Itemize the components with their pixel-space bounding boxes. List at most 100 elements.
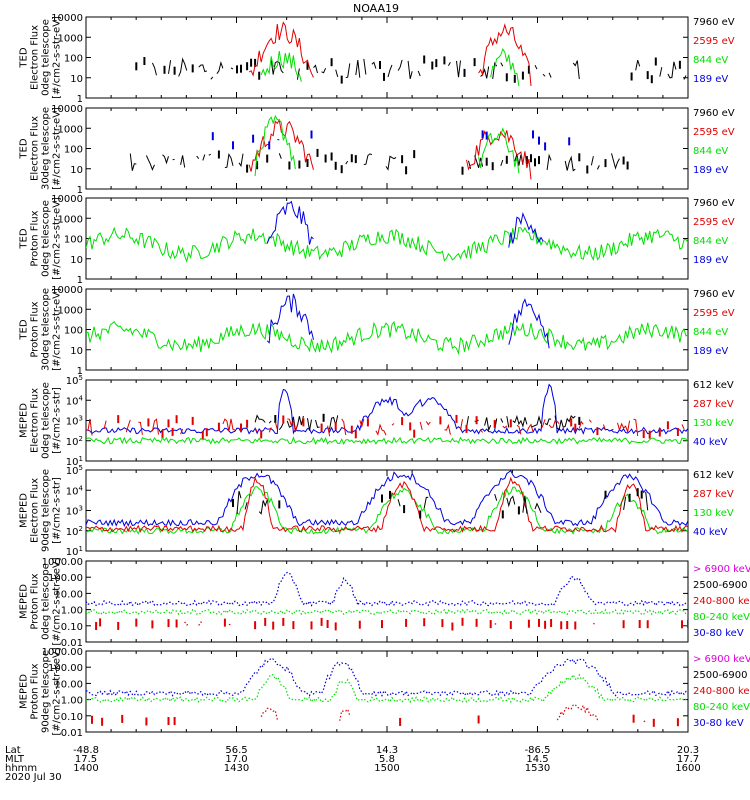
legend-entry: 2595 eV [693,127,735,138]
series-line-red [184,621,189,626]
series-mark-red [648,430,651,439]
series-group [86,571,688,631]
legend: 7960 eV 2595 eV 844 eV 189 eV [693,198,735,266]
series-line-black [564,155,576,172]
y-axis-label: TEDProton Flux0deg telescope[#/cm2-s-str… [19,197,63,280]
series-mark-red [167,619,170,628]
series-line-black [611,153,620,170]
series-mark-blue [538,136,540,145]
series-line-green [478,127,520,174]
series-mark-blue [232,141,234,150]
series-line-black [210,76,214,80]
series-group [86,200,688,263]
y-tick-label: 1000 [58,214,83,225]
series-mark-red [167,717,170,725]
series-line-black [492,61,498,79]
series-line-black [236,490,242,514]
series-line-black [659,67,663,77]
series-mark-black [217,150,220,159]
series-line-black [590,156,594,166]
series-line-black [129,153,137,171]
legend: 612 keV 287 keV 130 keV 40 keV [693,470,734,538]
y-tick-label: 1000.00 [42,647,83,658]
series-mark-red [161,430,164,439]
legend-entry: 7960 eV [693,198,735,209]
series-line-black [307,418,312,431]
series-group [129,114,629,180]
series-mark-black [521,71,524,80]
time-axis-value: 1400 [73,763,98,774]
y-tick-label: 100 [64,145,83,156]
series-mark-red [465,424,468,433]
series-line-black [500,159,504,166]
series-mark-red [493,419,496,428]
series-line-black [635,59,641,71]
series-mark-blue [268,141,271,150]
legend-entry: 40 keV [693,437,727,448]
series-line-black [512,414,528,428]
y-tick-label: 102 [66,525,83,538]
series-mark-black [534,158,536,167]
series-mark-red [676,428,679,436]
series-line-black [387,64,393,78]
series-mark-red [223,618,226,627]
series-mark-red [423,618,426,627]
series-mark-black [256,161,259,170]
series-mark-red [334,422,337,431]
series-line-red [466,130,532,180]
series-mark-red [173,717,176,725]
series-line-black [216,60,224,74]
series-line-red [248,21,314,78]
series-mark-black [435,59,438,68]
series-mark-black [654,57,657,66]
series-mark-blue [568,137,571,146]
series-mark-red [381,620,383,629]
legend-entry: > 6900 keV [693,564,750,575]
legend-entry: 240-800 ke [693,596,750,607]
series-line-red [602,424,606,431]
series-mark-red [240,423,242,432]
series-line-red [444,423,451,435]
series-line-red [617,420,631,434]
legend: 7960 eV 2595 eV 844 eV 189 eV [693,289,735,357]
series-mark-black [640,490,643,499]
series-mark-red [455,414,458,423]
series-line-red [254,427,258,433]
time-axis-value: 17.5 [75,754,97,765]
series-mark-black [527,65,530,74]
y-tick-label: 1 [77,275,83,286]
legend-entry: 7960 eV [693,108,735,119]
series-line-red [248,118,314,172]
series-line-black [484,417,492,432]
series-mark-black [423,55,426,64]
series-mark-red [354,430,357,439]
series-line-black [522,495,528,514]
time-axis-value: -48.8 [73,745,99,756]
series-line-black [286,415,304,433]
series-mark-black [650,75,653,84]
legend: > 6900 keV 2500-6900 240-800 ke 80-240 keV 3… [693,564,750,639]
series-line-black [572,60,580,80]
series-line-black [145,155,155,171]
series-mark-red [574,423,577,432]
series-line-black [371,61,377,69]
series-mark-black [485,157,488,166]
series-line-black [198,64,207,73]
legend-entry: 2500-6900 [693,580,748,591]
series-mark-red [246,419,249,428]
series-mark-black [246,164,249,173]
time-axis-value: 17.0 [225,754,247,765]
y-axis-label: MEPEDElectron Flux0deg telescope[#/cm2-s… [19,382,63,459]
series-mark-red [254,621,257,630]
y-axis-label: TEDElectron Flux30deg telescope[#/cm2-s-… [19,107,63,190]
series-mark-black [381,494,383,503]
y-tick-label: 1000 [58,33,83,44]
series-mark-red [135,618,138,627]
series-line-black [468,160,472,169]
series-mark-blue [310,130,313,139]
legend-entry: 2500-6900 [693,670,748,681]
series-mark-black [322,413,325,422]
legend-entry: 2595 eV [693,308,735,319]
y-tick-label: 0.10 [61,712,83,723]
